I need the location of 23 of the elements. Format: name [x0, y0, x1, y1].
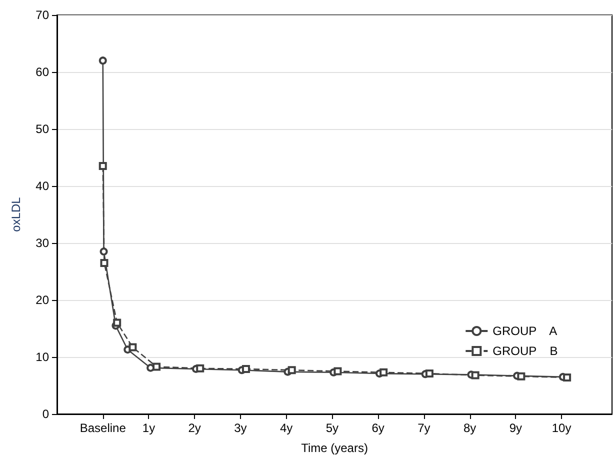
- x-tick-label: Baseline: [80, 421, 126, 435]
- x-tick-label: 8y: [463, 421, 476, 435]
- x-tick-label: 5y: [326, 421, 339, 435]
- y-tick-label: 20: [36, 293, 50, 307]
- y-tick-label: 40: [36, 179, 50, 193]
- x-tick-label: 1y: [142, 421, 156, 435]
- legend-label: GROUP B: [492, 344, 558, 358]
- y-axis-title: oxLDL: [9, 196, 23, 232]
- x-tick-label: 9y: [509, 421, 522, 435]
- legend-label: GROUP A: [492, 324, 558, 338]
- y-tick-label: 70: [36, 8, 50, 22]
- x-tick-label: 10y: [552, 421, 572, 435]
- y-tick-label: 50: [36, 122, 50, 136]
- x-tick-label: 7y: [418, 421, 430, 435]
- y-tick-label: 30: [36, 236, 50, 250]
- x-tick-label: 6y: [372, 421, 384, 435]
- y-tick-label: 60: [36, 65, 50, 79]
- y-tick-label: 0: [42, 407, 50, 421]
- x-tick-label: 2y: [188, 421, 201, 435]
- x-axis-title: Time (years): [301, 441, 368, 455]
- y-tick-label: 10: [36, 350, 50, 364]
- x-tick-label: 4y: [280, 421, 293, 435]
- x-tick-label: 3y: [234, 421, 247, 435]
